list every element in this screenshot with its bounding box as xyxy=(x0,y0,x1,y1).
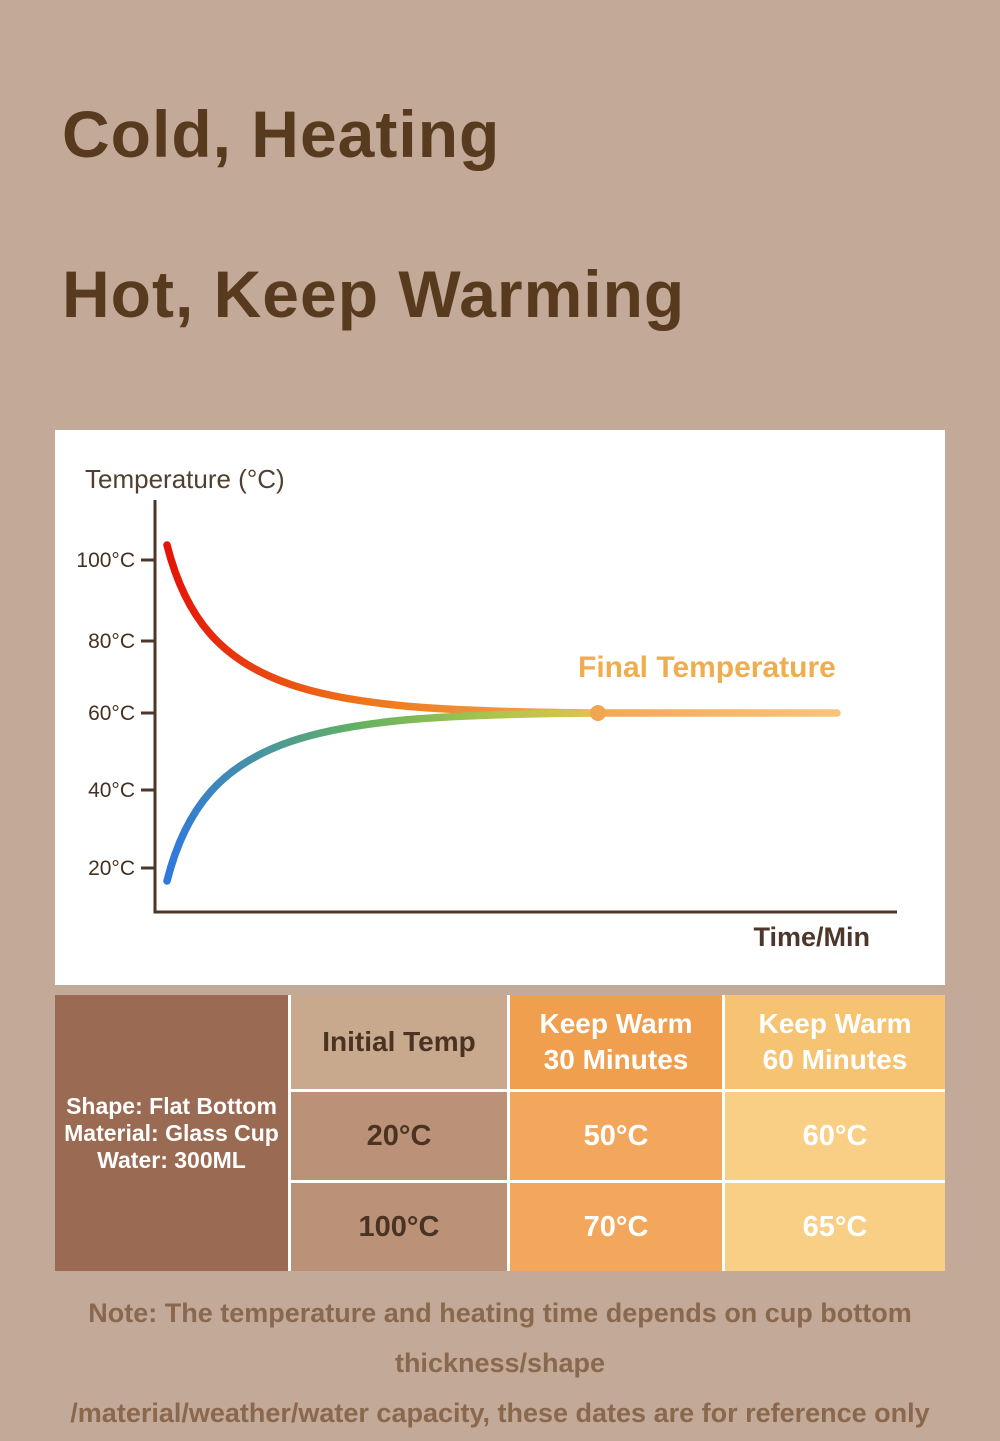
y-tick-label-40: 40°C xyxy=(88,779,135,802)
table-cell: 100°C xyxy=(291,1183,507,1271)
spec-table: Shape: Flat Bottom Material: Glass Cup W… xyxy=(55,995,945,1271)
y-tick-label-80: 80°C xyxy=(88,630,135,653)
temperature-chart: Temperature (°C) 100°C 80°C 60°C 40°C 20… xyxy=(76,464,897,952)
hot-water-cooling-curve xyxy=(163,541,602,717)
table-cell: 60°C xyxy=(725,1092,945,1180)
heading-line-1: Cold, Heating xyxy=(62,97,501,171)
table-cell: 70°C xyxy=(510,1183,722,1271)
note-line-2: /material/weather/water capacity, these … xyxy=(70,1398,930,1428)
y-axis-title: Temperature (°C) xyxy=(85,464,285,494)
header-initial-temp: Initial Temp xyxy=(291,995,507,1089)
heading-line-2: Hot, Keep Warming xyxy=(62,257,686,331)
info-water: Water: 300ML xyxy=(97,1146,246,1173)
info-shape: Shape: Flat Bottom xyxy=(66,1092,277,1119)
cold-water-heating-curve xyxy=(163,709,602,885)
final-temperature-annotation: Final Temperature xyxy=(578,651,836,684)
header-keep-warm-60: Keep Warm 60 Minutes xyxy=(725,995,945,1089)
y-tick-label-20: 20°C xyxy=(88,857,135,880)
chart-panel: Temperature (°C) 100°C 80°C 60°C 40°C 20… xyxy=(55,430,945,985)
info-material: Material: Glass Cup xyxy=(64,1119,279,1146)
footnote: Note: The temperature and heating time d… xyxy=(0,1288,1000,1438)
note-line-1: Note: The temperature and heating time d… xyxy=(88,1298,912,1378)
table-cell: 50°C xyxy=(510,1092,722,1180)
y-tick-label-60: 60°C xyxy=(88,702,135,725)
table-info-cell: Shape: Flat Bottom Material: Glass Cup W… xyxy=(55,995,288,1271)
y-tick-label-100: 100°C xyxy=(76,549,135,572)
table-cell: 65°C xyxy=(725,1183,945,1271)
header-keep-warm-30: Keep Warm 30 Minutes xyxy=(510,995,722,1089)
table-cell: 20°C xyxy=(291,1092,507,1180)
x-axis-title: Time/Min xyxy=(753,922,870,952)
convergence-point-dot xyxy=(590,705,606,721)
